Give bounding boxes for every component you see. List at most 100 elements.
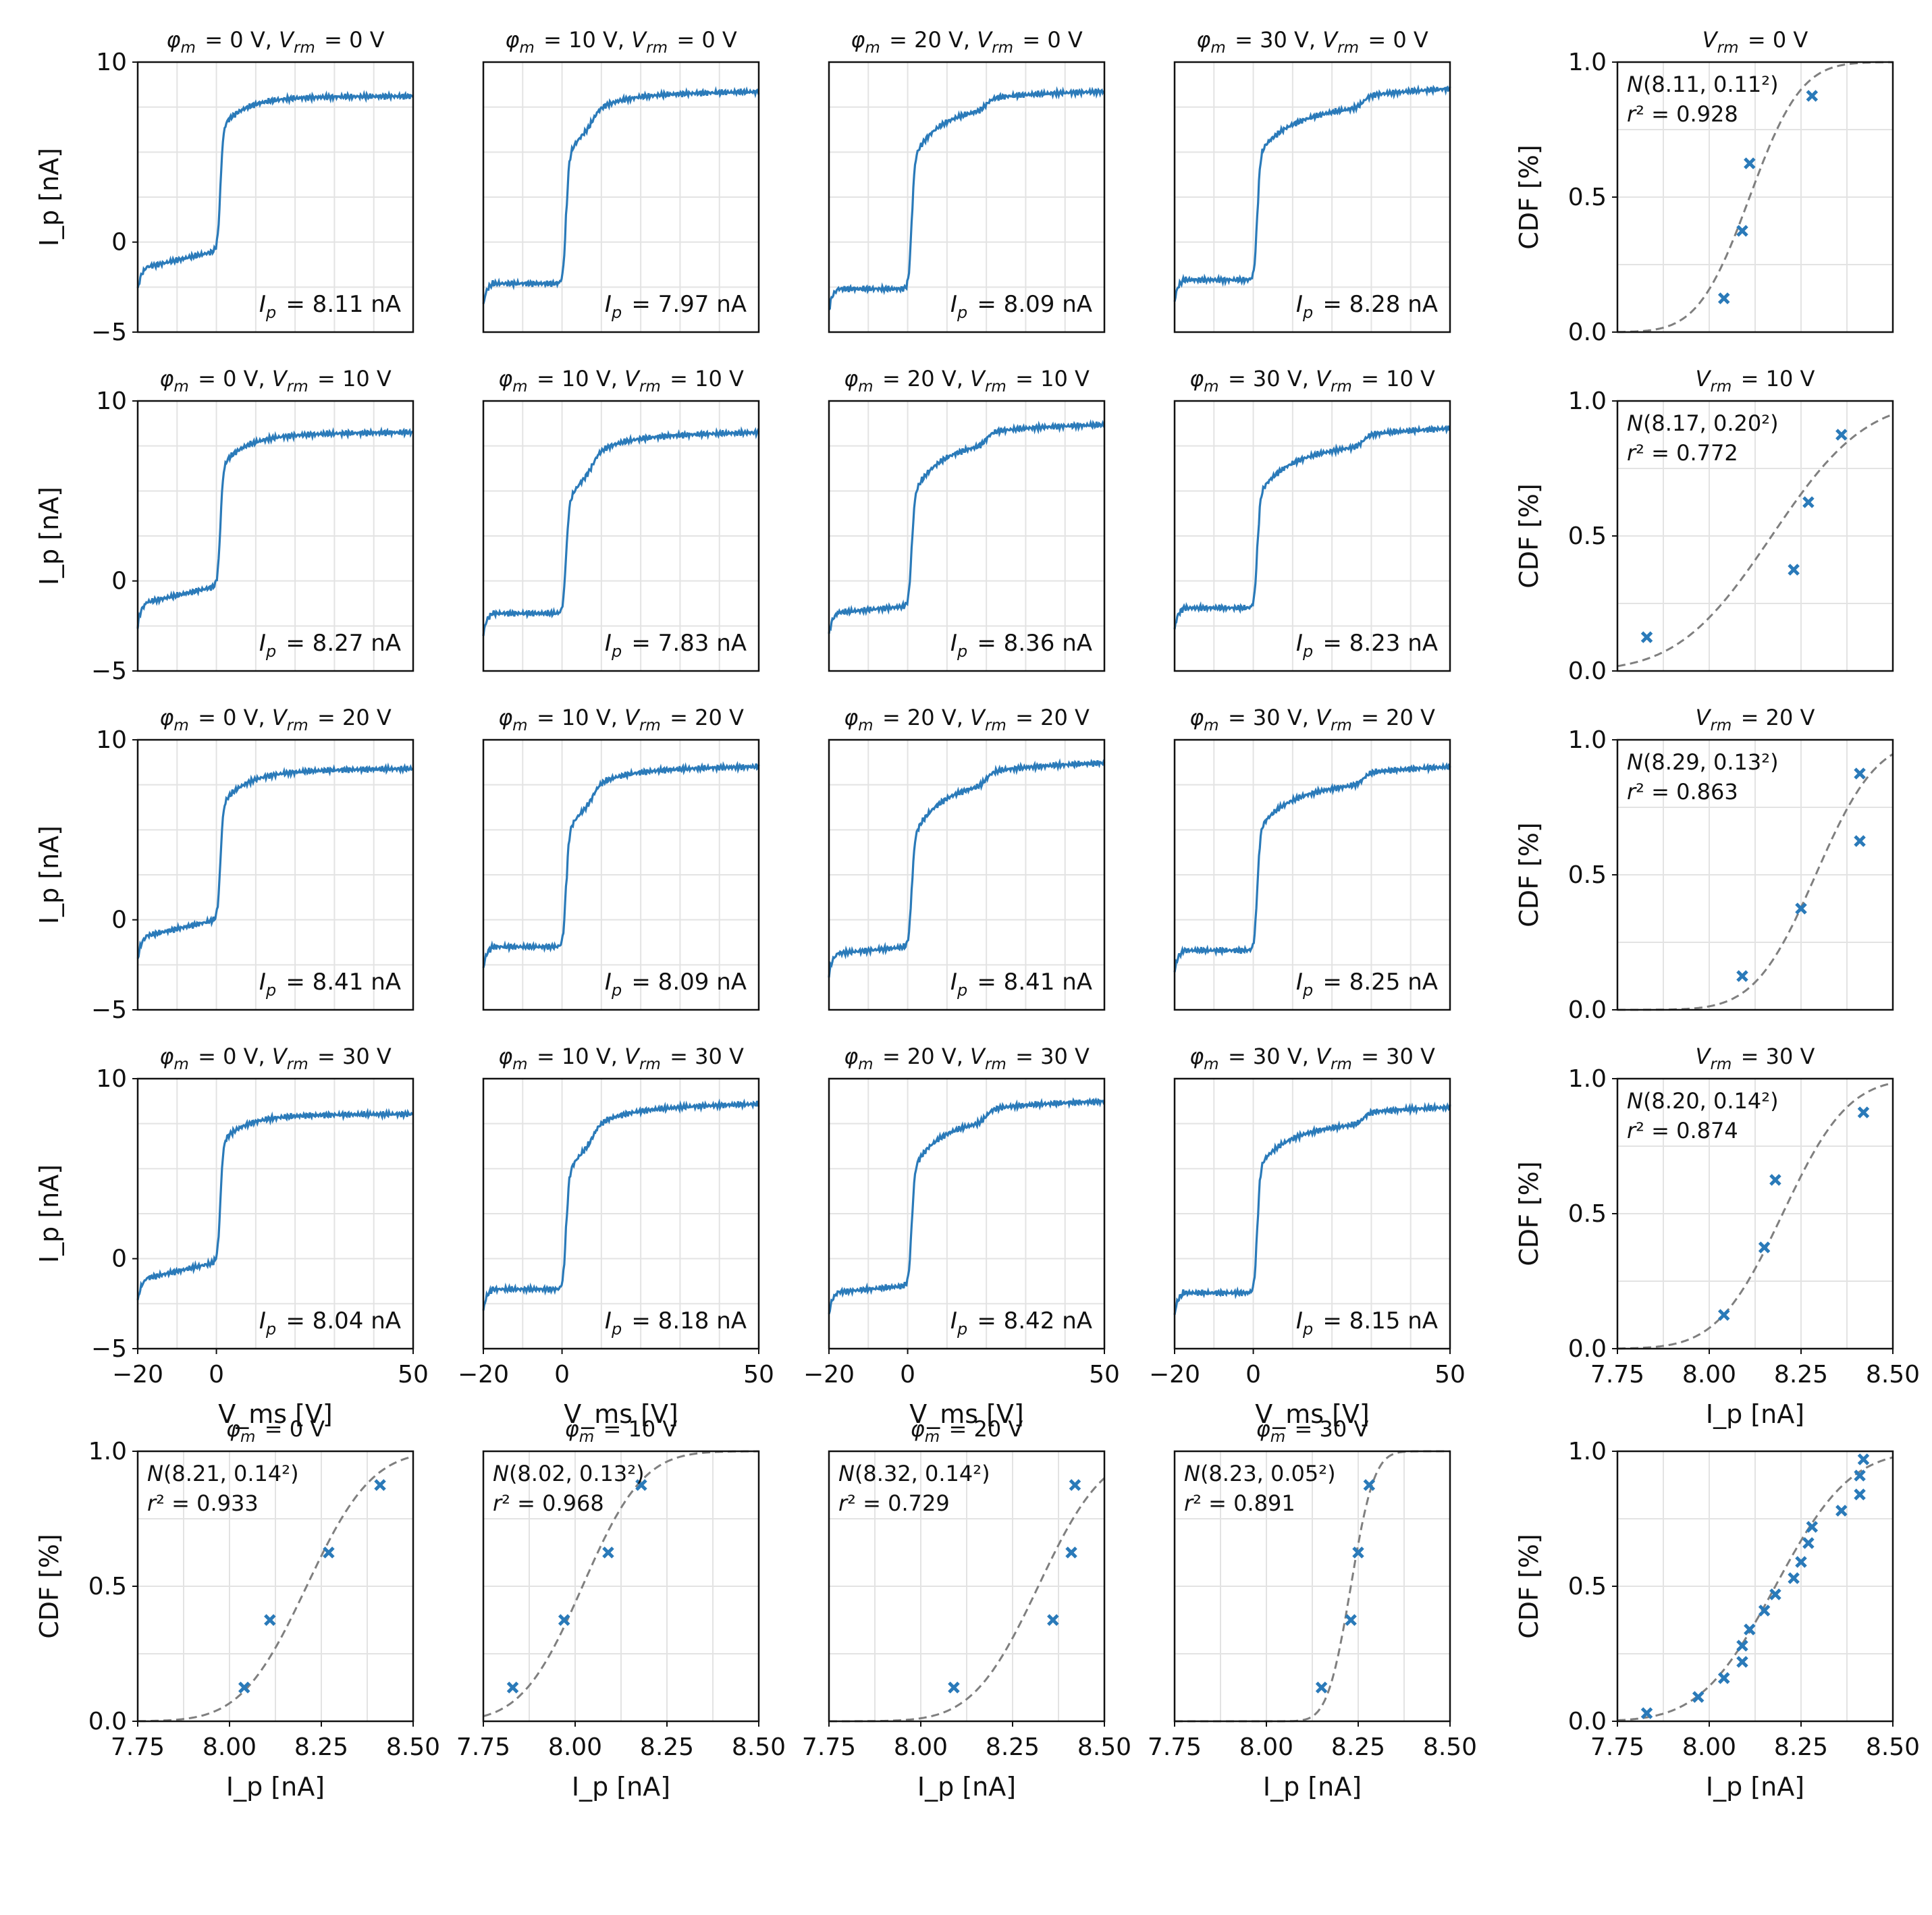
cdf-point [1758,1241,1771,1253]
x-axis-label: I_p [nA] [572,1772,670,1802]
y-tick-label: −5 [91,657,127,685]
x-axis-label: I_p [nA] [1706,1399,1804,1429]
cdf-point [1744,157,1756,169]
x-tick-label: −20 [803,1361,855,1388]
cdf-panel: Vrm = 30 V N(8.20, 0.14²) r² = 0.874 0.0 0.5… [1514,1044,1920,1429]
x-tick-label: 8.00 [894,1733,948,1761]
sweep-panel: φm = 30 V, Vrm = 0 V Ip = 8.28 nA [1173,27,1451,333]
sweep-panel: φm = 10 V, Vrm = 30 V Ip = 8.18 nA −20 0 50 V… [458,1044,774,1429]
axes-frame [482,61,760,333]
cdf-point [238,1681,250,1694]
axes-frame [828,400,1106,672]
gaussian-fit-curve [1617,413,1894,668]
x-axis-label: I_p [nA] [1263,1772,1362,1802]
fit-label: N(8.20, 0.14²) [1627,1088,1779,1114]
y-axis-label-group: I_p [nA] [34,826,64,924]
cdf-point [1857,1453,1870,1465]
y-tick-label: −5 [91,1335,127,1363]
cdf-point [264,1614,276,1626]
cdf-point [1835,429,1848,441]
x-tick-label: 8.25 [294,1733,348,1761]
sweep-panel: φm = 20 V, Vrm = 10 V Ip = 8.36 nA [828,366,1106,672]
axes-frame [1173,1077,1451,1350]
y-axis-label: I_p [nA] [34,1164,64,1263]
y-tick-label: 0.5 [88,1573,127,1600]
x-tick-label: 7.75 [802,1733,856,1761]
sweep-curve [136,90,414,289]
sweep-curve [828,758,1106,978]
y-tick-label: 0.5 [1568,522,1607,550]
y-tick-label: 1.0 [1568,726,1607,754]
cdf-panel: φm = 10 V N(8.02, 0.13²) r² = 0.968 7.75 8.0… [456,1416,786,1802]
y-tick-label: 0 [111,229,127,257]
cdf-point [1744,1623,1756,1636]
x-axis-label: V_ms [V] [218,1399,333,1429]
x-tick-label: 8.25 [986,1733,1040,1761]
sweep-curve [828,419,1106,635]
panel-title: φm = 20 V, Vrm = 20 V [844,705,1090,734]
ip-annotation: Ip = 8.36 nA [950,630,1092,661]
sweep-panel: φm = 30 V, Vrm = 30 V Ip = 8.15 nA −20 0 50 V… [1149,1044,1466,1429]
cdf-point [1315,1681,1328,1694]
x-tick-label: 8.25 [1331,1733,1385,1761]
cdf-panel: Vrm = 20 V N(8.29, 0.13²) r² = 0.863 0.0 0.5… [1514,705,1894,1024]
panel-title: φm = 10 V, Vrm = 0 V [505,27,737,57]
cdf-point [1769,1174,1781,1186]
y-tick-label: 10 [96,387,127,415]
x-axis-label: I_p [nA] [226,1772,325,1802]
cdf-panel: φm = 30 V N(8.23, 0.05²) r² = 0.891 7.75 8.0… [1148,1416,1477,1802]
x-axis-label: I_p [nA] [1706,1772,1804,1802]
y-tick-label: 0.5 [1568,184,1607,211]
axes-frame [482,400,760,672]
y-tick-label: −5 [91,996,127,1024]
cdf-point [1736,225,1748,237]
gaussian-fit-curve [1617,61,1893,333]
cdf-panel: φm = 0 V N(8.21, 0.14²) r² = 0.933 0.0 0.5 1.… [34,1416,440,1802]
gaussian-fit-curve [1617,1456,1894,1722]
cdf-point [1788,564,1800,576]
axes-frame [1173,400,1451,672]
ip-annotation: Ip = 7.97 nA [605,291,747,322]
cdf-point [1736,970,1748,982]
sweep-panel: φm = 20 V, Vrm = 20 V Ip = 8.41 nA [828,705,1106,1011]
ip-annotation: Ip = 8.09 nA [950,291,1092,322]
sweep-curve [136,426,414,629]
axes-frame [482,1450,760,1723]
y-tick-label: 10 [96,726,127,754]
y-axis-label: CDF [%] [34,1534,64,1639]
ip-annotation: Ip = 8.25 nA [1296,969,1438,1000]
cdf-point [1806,1521,1819,1533]
sweep-curve [136,762,414,959]
y-axis-label-group: CDF [%] [34,1534,64,1639]
sweep-curve [482,86,760,304]
cdf-point [1788,1572,1800,1584]
x-tick-label: 7.75 [1148,1733,1202,1761]
x-tick-label: −20 [458,1361,509,1388]
panel-title: Vrm = 0 V [1702,27,1808,57]
ip-annotation: Ip = 8.27 nA [259,630,401,661]
x-tick-label: 8.50 [1866,1361,1920,1388]
sweep-curve [828,86,1105,311]
y-axis-label-group: CDF [%] [1514,144,1544,250]
cdf-point [1795,902,1807,915]
cdf-point [1758,1604,1771,1617]
y-tick-label: 0.0 [1568,996,1607,1024]
ip-annotation: Ip = 8.41 nA [259,969,401,1000]
fit-label: N(8.29, 0.13²) [1627,749,1779,775]
r2-label: r² = 0.968 [493,1490,604,1516]
x-tick-label: 8.50 [1423,1733,1477,1761]
y-axis-label-group: CDF [%] [1514,822,1544,927]
x-tick-label: 8.00 [1682,1733,1736,1761]
cdf-point [635,1479,647,1491]
x-axis-label: V_ms [V] [564,1399,678,1429]
cdf-point [948,1681,960,1694]
cdf-point [1854,835,1866,847]
x-tick-label: 7.75 [456,1733,510,1761]
sweep-curve [482,1098,760,1311]
cdf-point [1363,1479,1376,1491]
fit-label: N(8.02, 0.13²) [493,1461,645,1486]
fit-label: N(8.23, 0.05²) [1184,1461,1336,1486]
r2-label: r² = 0.729 [838,1490,950,1516]
ip-annotation: Ip = 8.09 nA [605,969,747,1000]
ip-annotation: Ip = 8.28 nA [1296,291,1438,322]
